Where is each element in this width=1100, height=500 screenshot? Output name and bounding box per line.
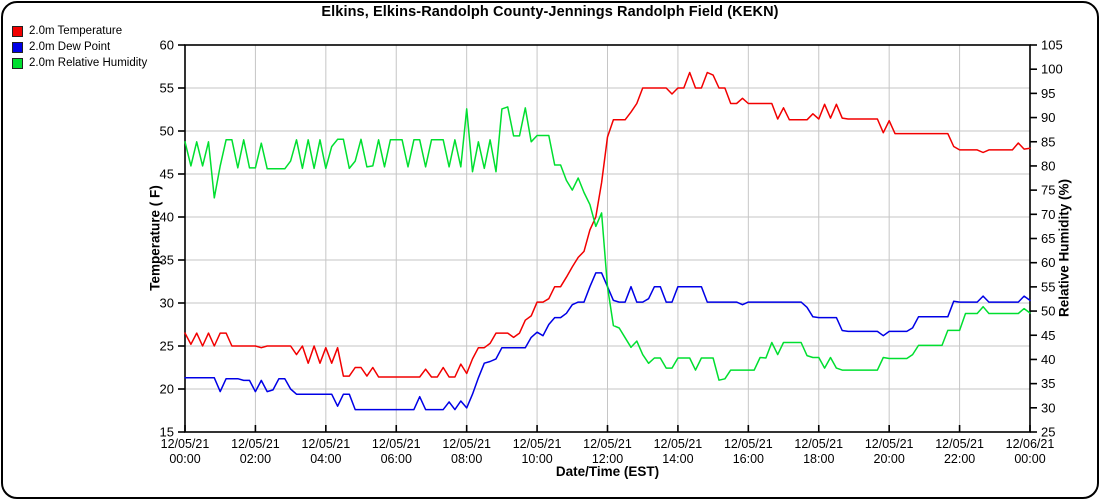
svg-text:12/05/21: 12/05/21 [654, 437, 703, 451]
svg-text:60: 60 [1041, 255, 1055, 270]
svg-text:12/05/21: 12/05/21 [724, 437, 773, 451]
legend-label-relative-humidity: 2.0m Relative Humidity [29, 57, 148, 69]
svg-text:35: 35 [1041, 376, 1055, 391]
svg-text:30: 30 [1041, 400, 1055, 415]
svg-text:14:00: 14:00 [662, 452, 693, 466]
svg-text:60: 60 [160, 38, 174, 53]
svg-text:22:00: 22:00 [944, 452, 975, 466]
svg-text:75: 75 [1041, 183, 1055, 198]
svg-text:40: 40 [160, 210, 174, 225]
svg-text:50: 50 [1041, 304, 1055, 319]
legend-label-dew-point: 2.0m Dew Point [29, 41, 111, 53]
svg-text:20:00: 20:00 [874, 452, 905, 466]
svg-text:04:00: 04:00 [310, 452, 341, 466]
svg-text:105: 105 [1041, 38, 1063, 53]
svg-text:45: 45 [1041, 328, 1055, 343]
svg-text:02:00: 02:00 [240, 452, 271, 466]
svg-text:50: 50 [160, 124, 174, 139]
dew-point-series-swatch-icon [12, 41, 23, 53]
temperature-series-swatch-icon [12, 25, 23, 37]
chart-legend: 2.0m Temperature 2.0m Dew Point 2.0m Rel… [12, 25, 147, 73]
svg-text:30: 30 [160, 296, 174, 311]
svg-text:25: 25 [160, 339, 174, 354]
svg-text:15: 15 [160, 425, 174, 440]
svg-text:12/05/21: 12/05/21 [513, 437, 562, 451]
svg-text:16:00: 16:00 [733, 452, 764, 466]
svg-text:06:00: 06:00 [381, 452, 412, 466]
svg-text:12/05/21: 12/05/21 [794, 437, 843, 451]
svg-text:00:00: 00:00 [1014, 452, 1045, 466]
svg-text:25: 25 [1041, 425, 1055, 440]
svg-text:40: 40 [1041, 352, 1055, 367]
svg-text:90: 90 [1041, 110, 1055, 125]
right-axis-title: Relative Humidity (%) [1056, 178, 1072, 318]
svg-text:12/05/21: 12/05/21 [161, 437, 210, 451]
svg-text:12/06/21: 12/06/21 [1006, 437, 1055, 451]
svg-text:35: 35 [160, 253, 174, 268]
svg-text:100: 100 [1041, 62, 1063, 77]
svg-text:08:00: 08:00 [451, 452, 482, 466]
svg-text:55: 55 [1041, 279, 1055, 294]
svg-text:80: 80 [1041, 158, 1055, 173]
svg-text:12/05/21: 12/05/21 [231, 437, 280, 451]
chart-title: Elkins, Elkins-Randolph County-Jennings … [321, 4, 779, 20]
svg-text:95: 95 [1041, 86, 1055, 101]
svg-text:85: 85 [1041, 134, 1055, 149]
svg-text:12/05/21: 12/05/21 [442, 437, 491, 451]
svg-text:65: 65 [1041, 231, 1055, 246]
svg-text:00:00: 00:00 [169, 452, 200, 466]
legend-item-relative-humidity: 2.0m Relative Humidity [12, 57, 147, 69]
legend-item-dew-point: 2.0m Dew Point [12, 41, 147, 53]
svg-text:12/05/21: 12/05/21 [301, 437, 350, 451]
svg-text:12:00: 12:00 [592, 452, 623, 466]
legend-label-temperature: 2.0m Temperature [29, 25, 123, 37]
svg-text:45: 45 [160, 167, 174, 182]
svg-text:20: 20 [160, 382, 174, 397]
left-axis-title: Temperature ( F) [147, 185, 163, 291]
svg-text:70: 70 [1041, 207, 1055, 222]
svg-text:12/05/21: 12/05/21 [372, 437, 421, 451]
svg-text:10:00: 10:00 [521, 452, 552, 466]
svg-text:12/05/21: 12/05/21 [865, 437, 914, 451]
x-axis-title: Date/Time (EST) [555, 464, 660, 479]
relative-humidity-series-swatch-icon [12, 57, 23, 69]
legend-item-temperature: 2.0m Temperature [12, 25, 147, 37]
svg-text:12/05/21: 12/05/21 [583, 437, 632, 451]
svg-text:18:00: 18:00 [803, 452, 834, 466]
svg-text:12/05/21: 12/05/21 [935, 437, 984, 451]
svg-text:55: 55 [160, 81, 174, 96]
